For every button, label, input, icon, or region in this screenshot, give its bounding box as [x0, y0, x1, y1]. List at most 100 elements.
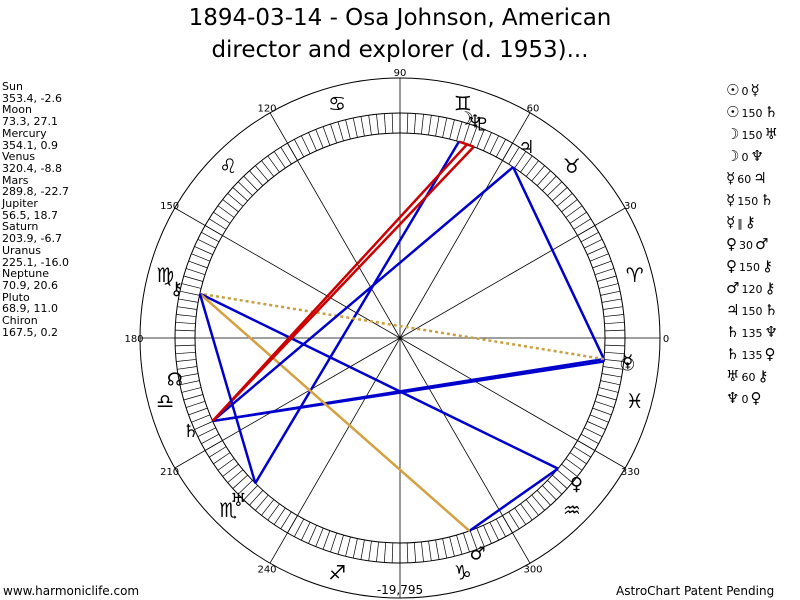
degree-tick	[469, 126, 478, 146]
degree-tick	[360, 539, 365, 560]
aspect-angle: 150	[741, 129, 763, 142]
degree-tick	[601, 373, 622, 378]
aspect-line-uranus-chiron	[198, 293, 257, 484]
degree-tick	[280, 147, 292, 165]
degree-tick	[449, 536, 455, 557]
degree-tick	[243, 175, 258, 191]
aspect-planet-glyph: ☉	[726, 103, 740, 121]
planet-name-sun: Sun	[2, 80, 23, 93]
degree-tick	[587, 246, 606, 255]
aspect-row: ♀ 30 ♂	[726, 234, 778, 256]
aspect-line-moon-neptune	[458, 140, 468, 146]
zodiac-sign-glyph: ♎	[156, 389, 174, 413]
aspect-angle: 150	[739, 261, 760, 274]
house-line	[399, 112, 531, 339]
aspect-line-saturn-pluto	[211, 145, 475, 422]
house-line	[399, 337, 626, 469]
degree-tick	[352, 538, 358, 559]
aspect-planet-glyph: ♄	[764, 301, 778, 319]
planet-name-pluto: Pluto	[2, 290, 30, 304]
degree-tick	[580, 433, 599, 444]
planet-name-mars: Mars	[2, 173, 29, 187]
aspect-planet-glyph: ♃	[726, 301, 740, 319]
zodiac-sign-glyph: ♑	[454, 561, 472, 585]
aspect-angle: 0	[741, 393, 749, 406]
degree-tick	[435, 116, 440, 137]
degree-tick	[596, 275, 617, 282]
degree-tick	[330, 532, 337, 553]
zodiac-sign-glyph: ♍	[156, 263, 174, 287]
house-line	[174, 207, 401, 339]
aspect-row: ♄ 135 ♀	[726, 344, 778, 366]
zodiac-sign-glyph: ♉	[563, 154, 581, 178]
degree-tick	[508, 511, 520, 529]
degree-tick	[449, 119, 455, 140]
aspect-planet-glyph: ☽	[726, 147, 740, 165]
degree-tick	[531, 494, 545, 511]
degree-tick	[556, 193, 573, 207]
planet-coords-jupiter: 56.5, 18.7	[2, 208, 58, 222]
degree-tick	[322, 126, 331, 146]
degree-tick	[596, 394, 617, 401]
degree-tick	[514, 151, 527, 169]
degree-tick	[584, 427, 603, 437]
degree-tick	[542, 175, 557, 191]
planet-name-neptune: Neptune	[2, 267, 50, 281]
aspect-line-mercury-chiron	[199, 292, 605, 361]
degree-tick	[179, 290, 200, 296]
aspect-planet-glyph: ♀	[764, 345, 776, 363]
title-line-1: 1894-03-14 - Osa Johnson, American	[188, 5, 612, 31]
aspect-row: ♆ 0 ♀	[726, 388, 778, 410]
degree-tick	[209, 218, 227, 230]
planet-glyph-node: ☊	[167, 370, 183, 391]
aspect-row: ☽ 0 ♆	[726, 146, 778, 168]
title-line-2: director and explorer (d. 1953)...	[211, 37, 589, 63]
degree-tick	[197, 427, 216, 437]
degree-tick	[217, 458, 235, 471]
degree-tick	[280, 511, 292, 529]
aspect-planet-glyph: ♂	[755, 235, 769, 253]
aspect-row: ♅ 60 ⚷	[726, 366, 778, 388]
aspect-planet-glyph: ♅	[764, 125, 778, 143]
degree-tick	[561, 199, 578, 213]
zodiac-sign-glyph: ♐	[328, 561, 346, 585]
degree-tick	[227, 193, 244, 207]
house-line	[174, 337, 401, 469]
degree-tick	[602, 366, 623, 370]
aspect-planet-glyph: ☉	[726, 81, 740, 99]
degree-tick	[594, 268, 615, 275]
degree-tick	[255, 165, 269, 182]
degree-tick	[383, 542, 387, 563]
planet-name-mercury: Mercury	[2, 126, 47, 140]
degree-tick	[294, 139, 305, 158]
planet-coords-pluto: 68.9, 11.0	[2, 302, 58, 316]
degree-tick	[183, 394, 204, 401]
aspect-angle: 150	[741, 107, 763, 120]
degree-tick	[476, 129, 485, 149]
degree-tick	[525, 499, 539, 516]
degree-tick	[176, 314, 197, 317]
degree-tick	[179, 380, 200, 386]
degree-label: 240	[257, 564, 276, 575]
aspect-line-mars-chiron	[199, 292, 471, 532]
degree-tick	[308, 525, 317, 544]
degree-tick	[360, 116, 365, 137]
aspects-list: ☉ 0 ☿ ☉ 150 ♄ ☽ 150 ♅ ☽ 0 ♆ ☿ 60 ♃ ☿ 150 ♄ ☿ ‖ ⚷ ♀ 30 ♂ ♀ 150 ⚷ ♂ 12…	[726, 80, 778, 410]
zodiac-sign-glyph: ♊	[454, 91, 472, 115]
degree-tick	[600, 380, 621, 386]
degree-tick	[194, 246, 213, 255]
aspect-angle: 60	[741, 371, 756, 384]
degree-tick	[514, 507, 527, 525]
degree-tick	[222, 463, 239, 477]
planet-glyph-moon: ☽	[458, 109, 474, 130]
site-url[interactable]: www.harmoniclife.com	[3, 584, 140, 598]
aspect-line-mercury-jupiter	[512, 166, 606, 360]
degree-tick	[322, 530, 331, 550]
planet-glyph-uranus: ♅	[230, 490, 246, 511]
degree-tick	[603, 359, 624, 362]
degree-tick	[598, 387, 619, 393]
aspect-planet-glyph: ☿	[726, 191, 736, 209]
degree-label: 90	[394, 68, 407, 79]
planet-name-moon: Moon	[2, 103, 32, 117]
degree-tick	[301, 135, 311, 154]
